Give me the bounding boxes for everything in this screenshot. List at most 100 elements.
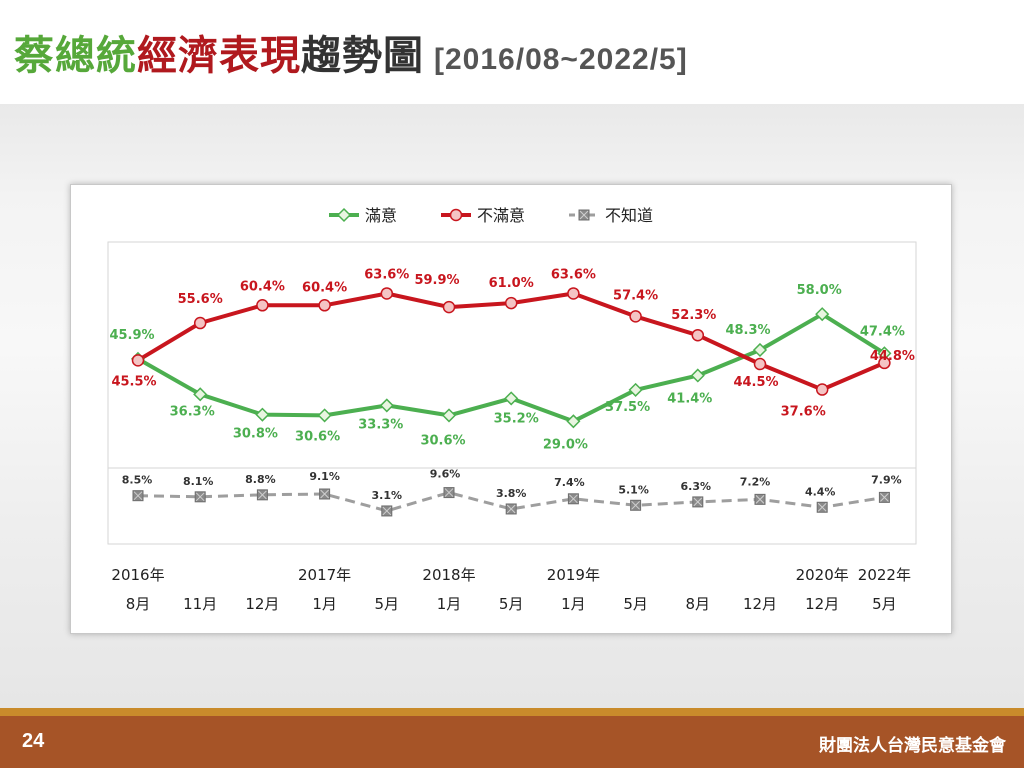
dissatisfied-point	[442, 300, 456, 314]
dissatisfied-legend-marker	[449, 208, 463, 222]
satisfied-data-label: 30.8%	[233, 427, 278, 442]
x-axis-month-label: 5月	[499, 595, 524, 613]
dissatisfied-point	[380, 287, 394, 300]
dissatisfied-data-label: 59.9%	[414, 273, 459, 288]
satisfied-data-label: 47.4%	[860, 324, 905, 339]
dissatisfied-data-label: 37.6%	[781, 405, 826, 420]
unknown-data-label: 5.1%	[618, 483, 649, 496]
satisfied-point	[379, 398, 394, 413]
dissatisfied-data-label: 60.4%	[302, 280, 347, 295]
satisfied-point	[690, 368, 705, 383]
unknown-point-cross	[382, 506, 392, 516]
satisfied-point	[504, 391, 519, 406]
satisfied-point	[628, 382, 643, 397]
satisfied-legend-marker	[336, 207, 352, 223]
satisfied-data-label: 33.3%	[358, 417, 403, 432]
unknown-data-label: 7.4%	[554, 476, 585, 489]
x-axis-month-label: 11月	[183, 595, 217, 613]
dissatisfied-point	[318, 299, 331, 312]
title-part-president: 蔡總統	[14, 33, 137, 79]
dissatisfied-data-label: 44.8%	[870, 349, 915, 364]
unknown-data-label: 8.8%	[245, 473, 276, 486]
dissatisfied-point	[753, 357, 767, 371]
x-axis-month-label: 5月	[375, 595, 400, 613]
unknown-point-cross	[631, 500, 640, 510]
satisfied-data-label: 30.6%	[295, 429, 340, 444]
lower-plot-frame	[107, 467, 917, 545]
dissatisfied-legend-label: 不滿意	[477, 206, 525, 225]
title-part-trend: 趨勢圖	[301, 33, 424, 79]
x-axis-year-label: 2016年	[111, 566, 164, 584]
unknown-data-label: 4.4%	[805, 485, 836, 498]
satisfied-data-label: 37.5%	[605, 400, 650, 415]
dissatisfied-point	[691, 328, 705, 342]
dissatisfied-point	[567, 287, 580, 300]
unknown-point-cross	[755, 495, 765, 504]
satisfied-data-label: 36.3%	[170, 404, 215, 419]
x-axis: 2016年 8月 11月 12月 2017年 1月 5月 2018年 1月 5月 2019年 1月 5月…	[111, 566, 911, 613]
dissatisfied-point	[629, 310, 642, 323]
series-markers	[130, 287, 892, 517]
title-part-economy: 經濟表現	[137, 33, 301, 79]
unknown-point-cross	[444, 488, 454, 497]
dissatisfied-data-label: 63.6%	[551, 268, 596, 283]
unknown-data-label: 3.8%	[496, 487, 527, 500]
footer-bar: 24 財團法人台灣民意基金會	[0, 716, 1024, 768]
x-axis-month-label: 5月	[623, 595, 648, 613]
unknown-point-cross	[817, 502, 827, 512]
satisfied-point	[255, 407, 270, 422]
satisfied-data-label: 29.0%	[543, 437, 588, 452]
satisfied-point	[815, 307, 830, 322]
unknown-legend-marker-cross	[579, 210, 589, 220]
chart-frame: 滿意 不滿意 不知道 45.9% 36.3% 30.8% 30.6% 33.3% 30.6% 3…	[70, 184, 952, 634]
title-bar: 蔡總統經濟表現趨勢圖 [2016/08~2022/5]	[0, 0, 1024, 104]
unknown-data-label: 6.3%	[681, 480, 712, 493]
x-axis-month-label: 8月	[686, 595, 711, 613]
title-date-range: [2016/08~2022/5]	[434, 43, 688, 76]
unknown-data-label: 9.1%	[309, 470, 340, 483]
x-axis-month-label: 1月	[561, 595, 586, 613]
unknown-point-cross	[133, 491, 143, 501]
dissatisfied-point	[256, 299, 269, 312]
dissatisfied-data-label: 52.3%	[671, 308, 716, 323]
satisfied-data-label: 58.0%	[797, 283, 842, 298]
dissatisfied-point	[815, 383, 829, 396]
satisfied-point	[441, 408, 457, 423]
x-axis-year-label: 2020年	[796, 566, 849, 584]
dissatisfied-point	[878, 356, 891, 370]
data-labels: 45.9% 36.3% 30.8% 30.6% 33.3% 30.6% 35.2% 29.0%…	[109, 268, 915, 502]
footer-stripe	[0, 708, 1024, 716]
unknown-data-label: 3.1%	[372, 489, 403, 502]
x-axis-month-label: 12月	[245, 595, 279, 613]
unknown-data-label: 8.5%	[122, 474, 153, 487]
plot-frames	[107, 241, 917, 545]
unknown-data-label: 7.9%	[871, 473, 902, 486]
x-axis-month-label: 8月	[126, 595, 151, 613]
unknown-point-cross	[506, 504, 516, 514]
unknown-point-cross	[258, 490, 267, 500]
x-axis-month-label: 1月	[312, 595, 337, 613]
dissatisfied-data-label: 60.4%	[240, 279, 285, 294]
unknown-point-cross	[569, 494, 578, 504]
satisfied-data-label: 30.6%	[420, 433, 465, 448]
slide-title: 蔡總統經濟表現趨勢圖 [2016/08~2022/5]	[14, 26, 688, 86]
unknown-data-label: 9.6%	[430, 468, 461, 481]
satisfied-point	[193, 387, 208, 402]
dissatisfied-data-label: 63.6%	[364, 268, 409, 283]
satisfied-point	[317, 408, 332, 423]
x-axis-year-label: 2017年	[298, 566, 351, 584]
x-axis-month-label: 12月	[743, 595, 777, 613]
dissatisfied-data-label: 57.4%	[613, 288, 658, 303]
x-axis-month-label: 1月	[437, 595, 462, 613]
trend-line-chart: 滿意 不滿意 不知道 45.9% 36.3% 30.8% 30.6% 33.3% 30.6% 3…	[107, 206, 917, 613]
satisfied-point	[566, 414, 581, 429]
organization-name: 財團法人台灣民意基金會	[819, 736, 1006, 756]
x-axis-month-label: 5月	[872, 595, 897, 613]
unknown-data-label: 7.2%	[740, 475, 771, 488]
satisfied-point	[752, 342, 768, 358]
satisfied-data-label: 45.9%	[109, 328, 154, 343]
dissatisfied-data-label: 61.0%	[489, 276, 534, 291]
dissatisfied-point	[504, 296, 518, 310]
unknown-legend-label: 不知道	[605, 206, 653, 225]
chart-legend: 滿意 不滿意 不知道	[329, 206, 653, 225]
